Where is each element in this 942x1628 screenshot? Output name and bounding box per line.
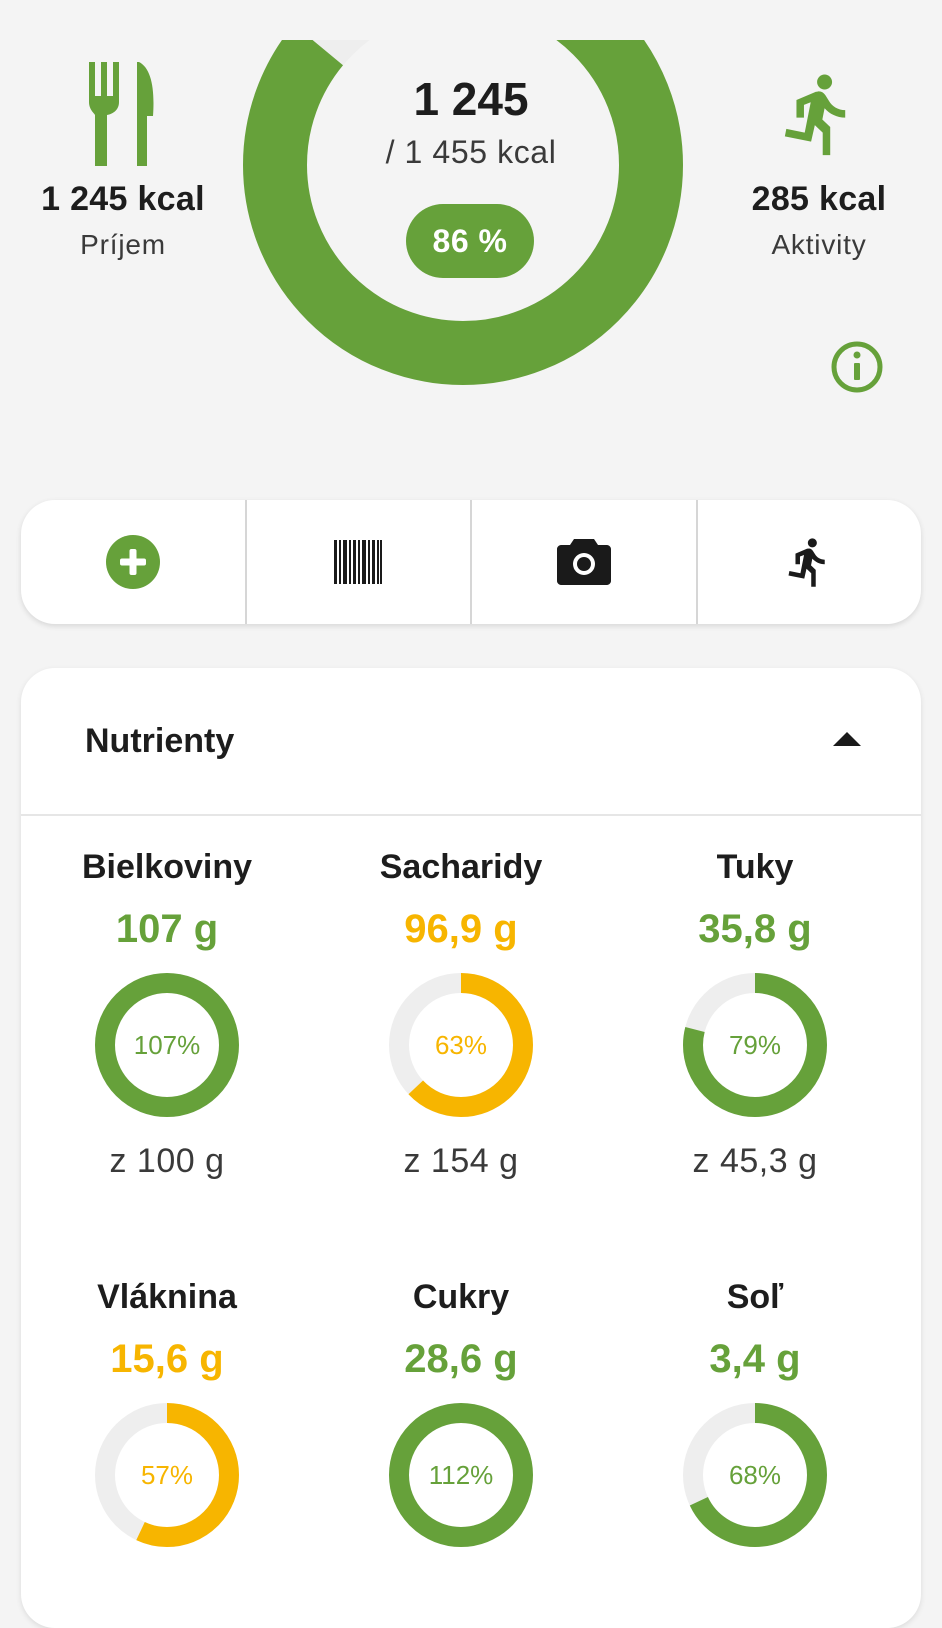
info-icon[interactable] xyxy=(830,340,884,394)
ring-progress xyxy=(389,1403,533,1547)
activity-label: Aktivity xyxy=(771,229,867,260)
nutrient-goal: z 45,3 g xyxy=(692,1142,818,1180)
ring-progress xyxy=(95,1403,239,1547)
calorie-summary: 1 245 kcal Príjem 1 245 / 1 455 kcal 86 … xyxy=(0,0,942,470)
add-food-button[interactable] xyxy=(21,500,247,624)
nutrient-ring: 79% xyxy=(683,973,827,1117)
nutrient-name: Sacharidy xyxy=(379,848,543,886)
ring-percent-label: 112% xyxy=(429,1460,494,1490)
nutrient-goal: z 154 g xyxy=(403,1142,519,1180)
running-icon xyxy=(788,538,825,587)
nutrients-header[interactable]: Nutrienty xyxy=(21,668,921,816)
nutrient-name: Tuky xyxy=(716,848,794,886)
intake-stat[interactable]: 1 245 kcal Príjem xyxy=(13,62,233,261)
nutrient-amount: 35,8 g xyxy=(698,907,812,951)
nutrient-item[interactable]: Sacharidy 96,9 g 63% z 154 g xyxy=(311,848,611,1181)
nutrient-ring: 63% xyxy=(389,973,533,1117)
nutrient-ring: 107% xyxy=(95,973,239,1117)
progress-badge: 86 % xyxy=(406,204,534,278)
nutrient-goal: z 100 g xyxy=(109,1142,225,1180)
ring-percent-label: 79% xyxy=(729,1030,781,1060)
add-activity-button[interactable] xyxy=(698,500,922,624)
ring-progress xyxy=(95,973,239,1117)
ring-percent-label: 107% xyxy=(134,1030,201,1060)
scan-barcode-button[interactable] xyxy=(247,500,472,624)
cutlery-icon xyxy=(89,62,154,166)
nutrient-amount: 15,6 g xyxy=(110,1337,224,1381)
consumed-value: 1 245 xyxy=(413,73,529,125)
photo-button[interactable] xyxy=(472,500,698,624)
intake-value: 1 245 kcal xyxy=(41,180,205,218)
nutrient-amount: 107 g xyxy=(115,907,219,951)
nutrient-name: Bielkoviny xyxy=(81,848,253,886)
nutrient-ring: 112% xyxy=(389,1403,533,1547)
nutrient-ring: 68% xyxy=(683,1403,827,1547)
nutrient-item[interactable]: Cukry 28,6 g 112% xyxy=(311,1278,611,1550)
nutrient-item[interactable]: Bielkoviny 107 g 107% z 100 g xyxy=(17,848,317,1181)
ring-percent-label: 57% xyxy=(141,1460,193,1490)
ring-progress xyxy=(389,973,533,1117)
add-circle-icon xyxy=(105,535,160,589)
chevron-up-icon[interactable] xyxy=(833,730,861,746)
calorie-ring xyxy=(243,40,683,385)
target-value: / 1 455 kcal xyxy=(385,134,557,170)
activity-value: 285 kcal xyxy=(751,180,887,218)
nutrient-name: Vláknina xyxy=(97,1278,237,1316)
ring-progress xyxy=(683,973,827,1117)
nutrient-amount: 28,6 g xyxy=(404,1337,518,1381)
activity-stat[interactable]: 285 kcal Aktivity xyxy=(709,62,929,261)
nutrient-amount: 3,4 g xyxy=(709,1337,801,1381)
barcode-icon xyxy=(334,540,383,584)
nutrients-card: Nutrienty xyxy=(21,668,921,1628)
nutrient-amount: 96,9 g xyxy=(404,907,518,951)
nutrient-item[interactable]: Tuky 35,8 g 79% z 45,3 g xyxy=(605,848,905,1181)
ring-percent-label: 63% xyxy=(435,1030,487,1060)
nutrient-ring: 57% xyxy=(95,1403,239,1547)
nutrient-name: Cukry xyxy=(412,1278,510,1316)
ring-percent-label: 68% xyxy=(729,1460,781,1490)
nutrient-item[interactable]: Vláknina 15,6 g 57% xyxy=(17,1278,317,1550)
running-icon xyxy=(784,74,846,156)
quick-actions-bar xyxy=(21,500,921,624)
ring-progress xyxy=(683,1403,827,1547)
nutrient-item[interactable]: Soľ 3,4 g 68% xyxy=(605,1278,905,1550)
camera-icon xyxy=(556,539,611,585)
intake-label: Príjem xyxy=(80,229,166,260)
nutrients-title: Nutrienty xyxy=(85,722,235,760)
nutrient-name: Soľ xyxy=(726,1278,784,1316)
